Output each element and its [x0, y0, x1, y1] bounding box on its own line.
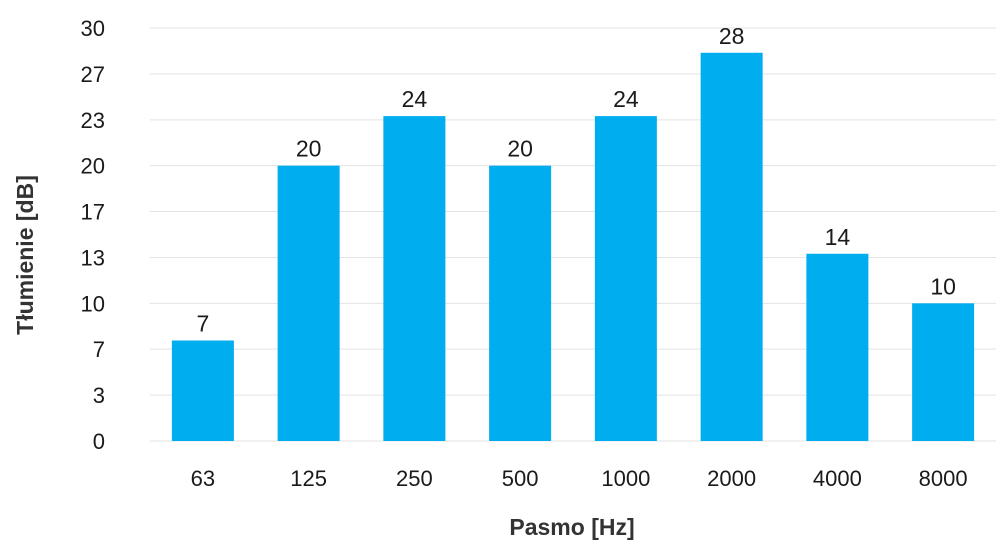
data-label: 24 — [402, 86, 428, 112]
x-tick-label: 500 — [502, 466, 539, 491]
bar — [594, 116, 657, 442]
gridlines — [150, 27, 996, 442]
x-tick-label: 125 — [290, 466, 327, 491]
y-axis-ticks: 0 3 7 10 13 17 20 23 27 30 — [81, 16, 105, 454]
y-tick-label: 3 — [93, 383, 105, 408]
y-tick-label: 7 — [93, 337, 105, 362]
bars — [171, 52, 975, 442]
data-label: 7 — [196, 311, 209, 337]
bar — [806, 253, 869, 441]
y-axis-title: Tłumienie [dB] — [12, 175, 38, 335]
x-axis-ticks: 63 125 250 500 1000 2000 4000 8000 — [191, 466, 968, 491]
x-tick-label: 250 — [396, 466, 433, 491]
data-label: 10 — [930, 273, 956, 299]
data-labels: 7 20 24 20 24 28 14 10 — [196, 23, 955, 337]
y-tick-label: 23 — [81, 108, 105, 133]
bar — [700, 52, 763, 441]
y-tick-label: 10 — [81, 291, 105, 316]
bar — [912, 303, 975, 441]
data-label: 28 — [719, 23, 745, 49]
data-label: 20 — [507, 136, 533, 162]
x-tick-label: 1000 — [601, 466, 650, 491]
x-axis-title: Pasmo [Hz] — [509, 514, 634, 540]
bar — [383, 116, 446, 442]
bar — [277, 165, 340, 441]
x-tick-label: 4000 — [813, 466, 862, 491]
data-label: 14 — [825, 224, 851, 250]
y-tick-label: 13 — [81, 245, 105, 270]
x-tick-label: 8000 — [919, 466, 968, 491]
y-tick-label: 27 — [81, 62, 105, 87]
y-tick-label: 30 — [81, 16, 105, 41]
data-label: 20 — [296, 136, 322, 162]
x-tick-label: 2000 — [707, 466, 756, 491]
bar — [171, 340, 234, 441]
y-tick-label: 0 — [93, 429, 105, 454]
bar — [489, 165, 552, 441]
y-tick-label: 17 — [81, 200, 105, 225]
data-label: 24 — [613, 86, 639, 112]
x-tick-label: 63 — [191, 466, 215, 491]
y-tick-label: 20 — [81, 154, 105, 179]
